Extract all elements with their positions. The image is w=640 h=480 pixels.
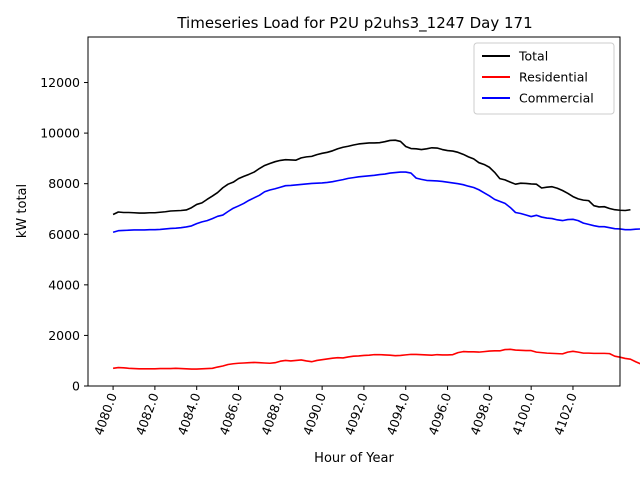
y-tick-label: 4000	[48, 277, 80, 292]
legend-label-total: Total	[518, 49, 548, 64]
y-tick-label: 2000	[48, 328, 80, 343]
legend-box	[473, 42, 615, 115]
series-line-total	[112, 139, 631, 216]
y-axis-ticks: 0 2000 4000 6000 8000 10000 12000	[40, 75, 88, 394]
chart-title: Timeseries Load for P2U p2uhs3_1247 Day …	[176, 14, 532, 33]
series-line-commercial	[112, 171, 640, 234]
y-tick-label: 10000	[40, 126, 80, 141]
series-line-residential	[112, 348, 640, 370]
y-tick-label: 12000	[40, 75, 80, 90]
y-tick-label: 0	[72, 379, 80, 394]
plot-area-frame	[87, 36, 621, 387]
legend-label-residential: Residential	[519, 70, 588, 85]
series-layer	[112, 139, 640, 370]
x-axis-label: Hour of Year	[314, 451, 394, 466]
y-tick-label: 8000	[48, 176, 80, 191]
y-axis-label: kW total	[15, 184, 30, 238]
chart-legend: Total Residential Commercial	[473, 42, 615, 115]
y-tick-label: 6000	[48, 227, 80, 242]
legend-label-commercial: Commercial	[519, 91, 594, 106]
